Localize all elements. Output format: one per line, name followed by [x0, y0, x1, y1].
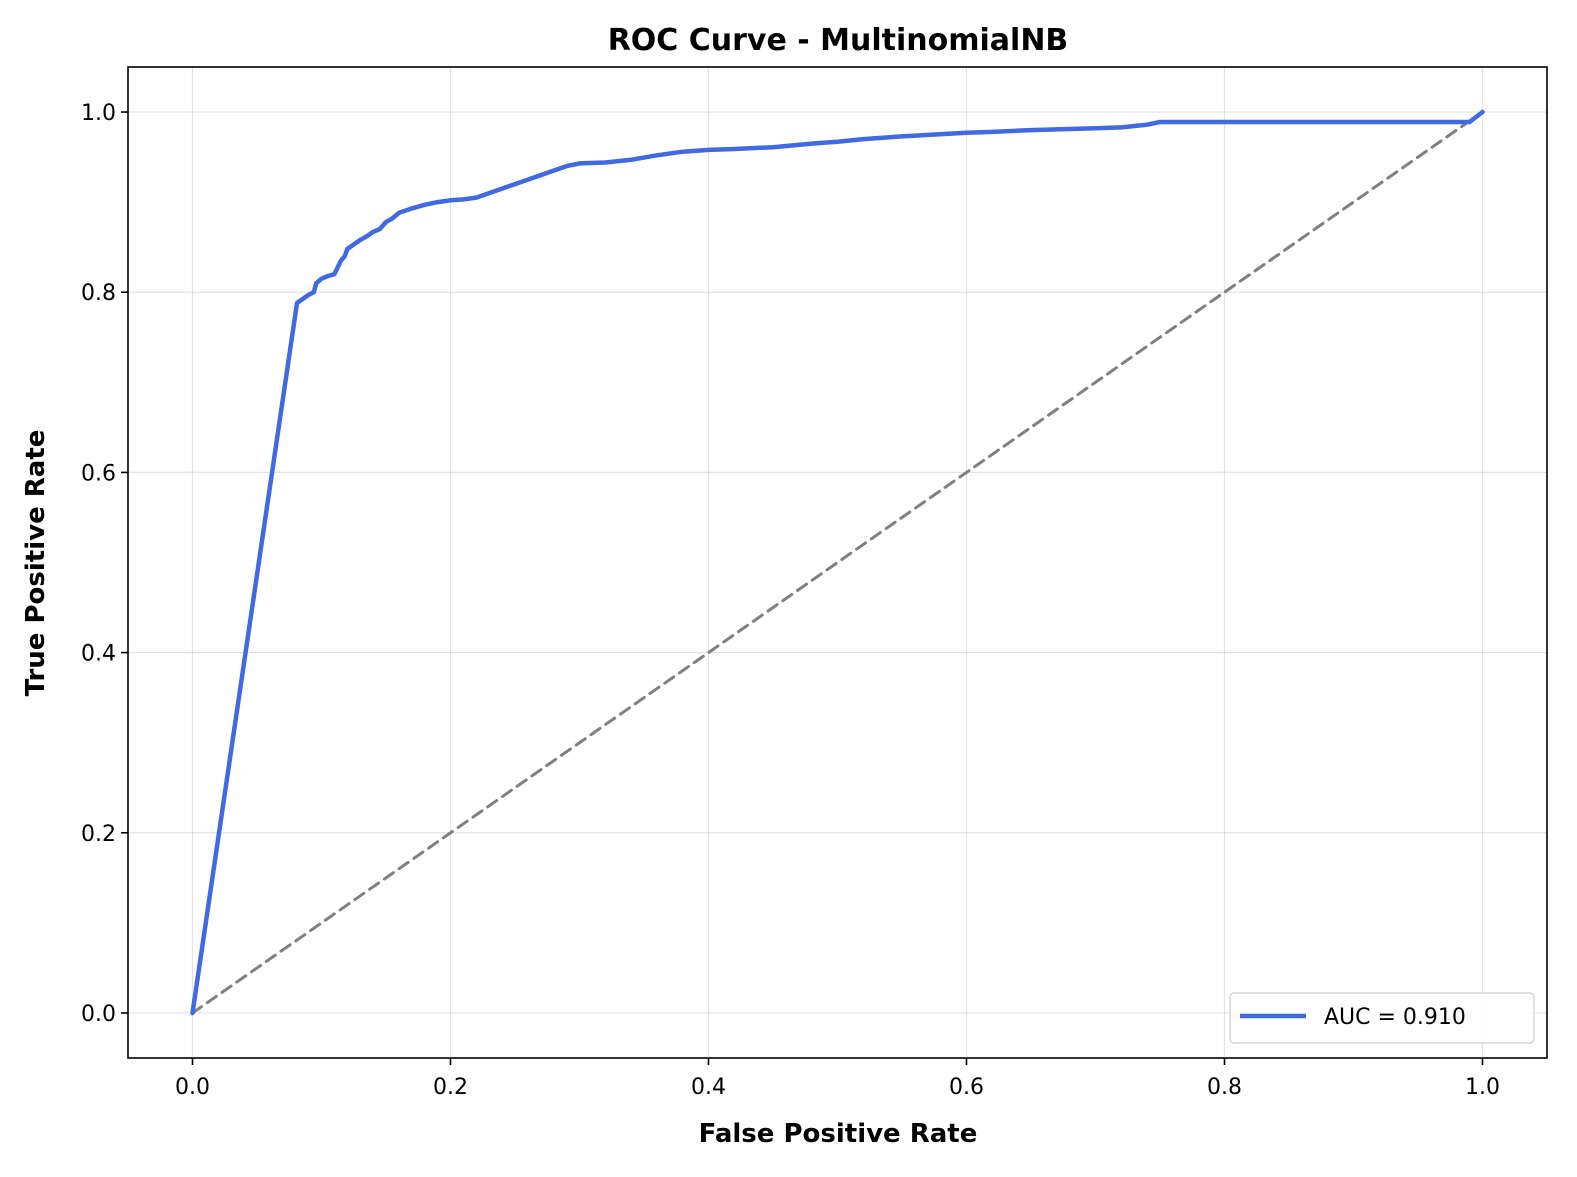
y-tick-label: 0.0	[81, 1002, 116, 1027]
y-tick-label: 1.0	[81, 101, 116, 126]
axis-ticks: 0.0 0.2 0.4 0.6 0.8 1.0 0.0 0.2 0.4 0.6 0.8 1.0	[81, 101, 1500, 1100]
x-axis-label: False Positive Rate	[699, 1119, 978, 1149]
x-tick-label: 0.2	[433, 1075, 468, 1100]
legend: AUC = 0.910	[1229, 992, 1535, 1044]
y-tick-label: 0.6	[81, 461, 116, 486]
chart-title: ROC Curve - MultinomialNB	[608, 23, 1069, 58]
x-tick-label: 0.6	[949, 1075, 984, 1100]
y-tick-label: 0.2	[81, 822, 116, 847]
grid-lines	[128, 67, 1547, 1058]
legend-box	[1229, 992, 1535, 1044]
x-tick-label: 0.4	[691, 1075, 726, 1100]
chance-diagonal-line	[191, 110, 1484, 1015]
x-tick-label: 0.8	[1207, 1075, 1242, 1100]
x-tick-label: 0.0	[175, 1075, 210, 1100]
y-tick-label: 0.8	[81, 281, 116, 306]
roc-curve-line	[190, 109, 1485, 1016]
x-tick-label: 1.0	[1465, 1075, 1500, 1100]
legend-label-roc: AUC = 0.910	[1324, 1005, 1466, 1030]
plot-series	[190, 109, 1485, 1016]
y-axis-label: True Positive Rate	[21, 430, 51, 697]
y-tick-label: 0.4	[81, 642, 116, 667]
plot-frame	[127, 66, 1548, 1059]
